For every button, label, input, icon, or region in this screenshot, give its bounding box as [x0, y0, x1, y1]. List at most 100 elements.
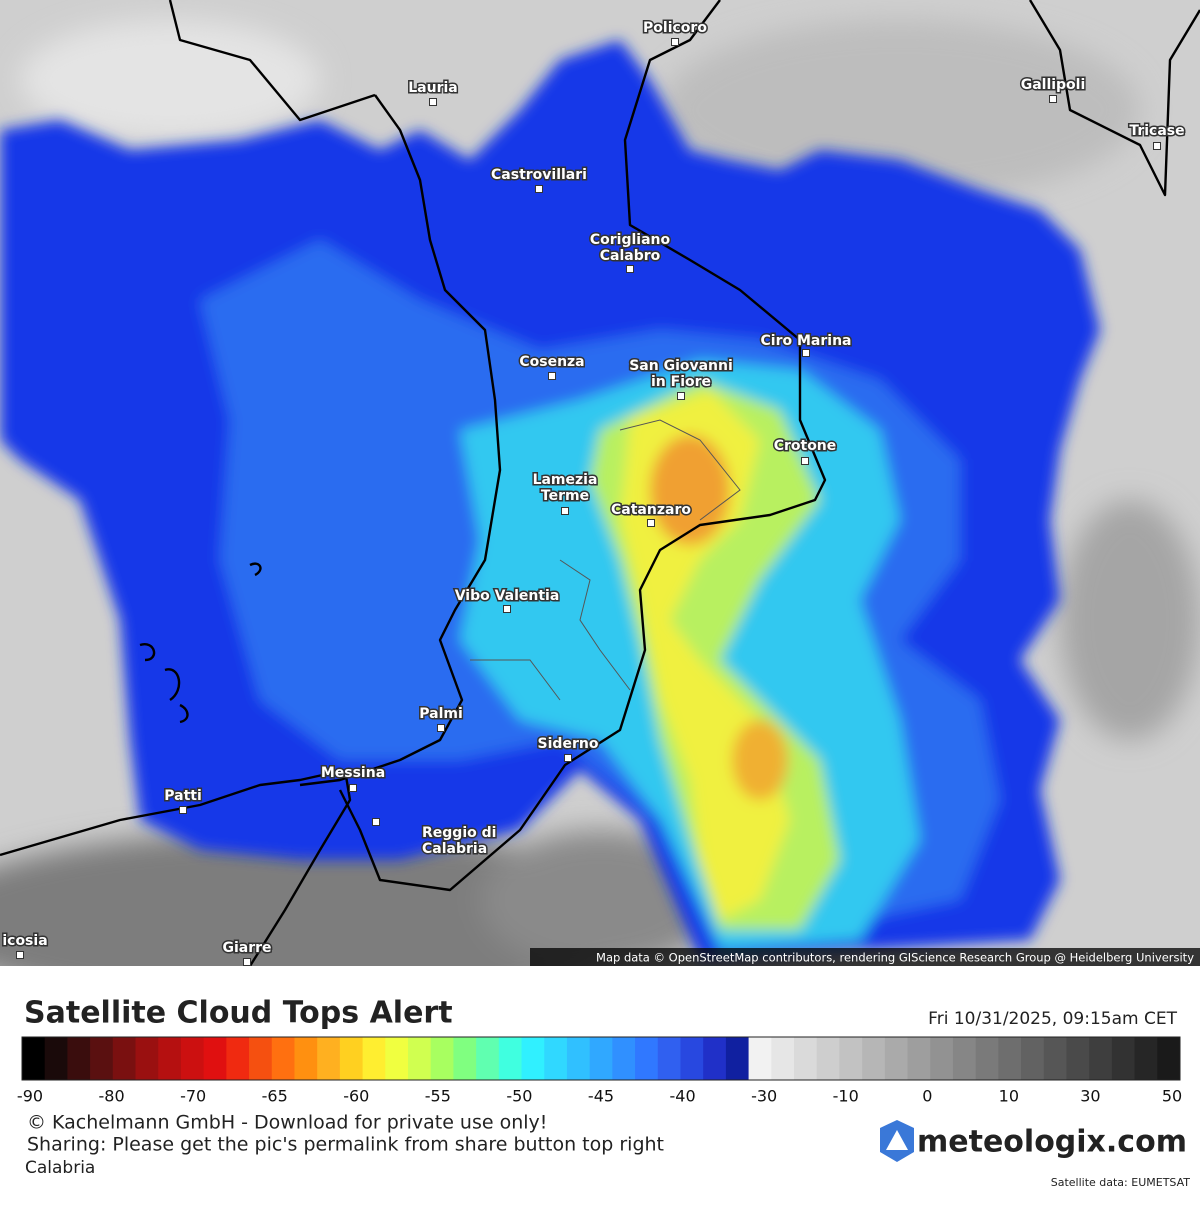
colorbar-cell [930, 1037, 954, 1080]
colorbar-cell [884, 1037, 909, 1080]
colorbar-cell [498, 1037, 523, 1080]
colorbar-cell [317, 1037, 341, 1080]
city-marker [677, 392, 685, 400]
city-label: Crotone [774, 438, 837, 454]
colorbar-cell [158, 1037, 182, 1080]
colorbar-cell [680, 1037, 704, 1080]
brand: meteologix.com [917, 1125, 1187, 1160]
colorbar-cell [1021, 1037, 1045, 1080]
attribution: Map data © OpenStreetMap contributors, r… [596, 951, 1194, 965]
city-marker [179, 806, 187, 814]
city-marker [429, 98, 437, 106]
city-label: Lamezia [533, 472, 598, 488]
city-label: Castrovillari [491, 167, 587, 183]
colorbar-cell [589, 1037, 613, 1080]
colorbar-tick-label: -10 [833, 1087, 859, 1106]
colorbar-tick-label: 50 [1162, 1087, 1182, 1106]
city-label: Palmi [419, 706, 463, 722]
copyright: © Kachelmann GmbH - Download for private… [27, 1112, 547, 1134]
colorbar-cell [112, 1037, 137, 1080]
colorbar-cell [1043, 1037, 1067, 1080]
city-marker [16, 951, 24, 959]
map-background [0, 0, 1200, 1010]
city-labels: Policoro Lauria Gallipoli Tricase Castrovill… [1, 19, 1186, 966]
colorbar-tick-label: -65 [262, 1087, 288, 1106]
city-label: Reggio di [422, 825, 496, 841]
colorbar-cell [362, 1037, 386, 1080]
colorbar-cell [907, 1037, 931, 1080]
city-label: Ciro Marina [761, 333, 852, 349]
colorbar-cell [635, 1037, 659, 1080]
colorbar-cell [566, 1037, 591, 1080]
colorbar-cell [748, 1037, 772, 1080]
city-label: Cosenza [519, 354, 584, 370]
colorbar-tick-label: -80 [99, 1087, 125, 1106]
colorbar-cell [180, 1037, 205, 1080]
data-source: Satellite data: EUMETSAT [1051, 1176, 1191, 1189]
colorbar-cell [794, 1037, 818, 1080]
city-label: Corigliano [590, 232, 671, 248]
city-label: Lauria [408, 80, 458, 96]
city-marker [801, 457, 809, 465]
colorbar-cell [226, 1037, 250, 1080]
sharing-note: Sharing: Please get the pic's permalink … [27, 1134, 664, 1156]
colorbar-cell [612, 1037, 636, 1080]
colorbar-cell [725, 1037, 750, 1080]
colorbar-cell [339, 1037, 364, 1080]
colorbar-cell [657, 1037, 681, 1080]
city-label: Calabria [422, 841, 487, 857]
city-label: Giarre [222, 940, 271, 956]
colorbar-cell [771, 1037, 795, 1080]
city-marker [372, 818, 380, 826]
city-marker [548, 372, 556, 380]
city-marker [503, 605, 511, 613]
colorbar-cell [1111, 1037, 1136, 1080]
city-label: Calabro [600, 248, 661, 264]
colorbar-cell [521, 1037, 545, 1080]
colorbar-tick-label: -30 [751, 1087, 777, 1106]
colorbar-tick-label: -45 [588, 1087, 614, 1106]
colorbar-cell [862, 1037, 886, 1080]
city-marker [243, 958, 251, 966]
colorbar-cell [271, 1037, 295, 1080]
colorbar-cell [249, 1037, 273, 1080]
colorbar-cell [135, 1037, 159, 1080]
colorbar-cell [544, 1037, 568, 1080]
colorbar-tick-label: 30 [1080, 1087, 1100, 1106]
colorbar-cell [22, 1037, 46, 1080]
city-label: Messina [321, 765, 385, 781]
city-marker [647, 519, 655, 527]
colorbar-tick-label: 0 [922, 1087, 932, 1106]
colorbar-cell [1134, 1037, 1158, 1080]
colorbar-cell [44, 1037, 68, 1080]
brand-logo [880, 1120, 914, 1162]
city-marker [626, 265, 634, 273]
colorbar-cell [430, 1037, 454, 1080]
colorbar-tick-label: -55 [425, 1087, 451, 1106]
city-label: in Fiore [651, 374, 711, 390]
city-marker [802, 349, 810, 357]
city-label: Tricase [1129, 123, 1184, 139]
colorbar-tick-label: -50 [506, 1087, 532, 1106]
city-label: Policoro [643, 20, 707, 36]
colorbar-tick-label: -60 [343, 1087, 369, 1106]
legend-title: Satellite Cloud Tops Alert [24, 996, 453, 1031]
city-label: Siderno [538, 736, 599, 752]
city-label: Vibo Valentia [455, 588, 560, 604]
city-marker [349, 784, 357, 792]
colorbar-cell [975, 1037, 999, 1080]
region: Calabria [25, 1158, 95, 1178]
colorbar-cell [453, 1037, 477, 1080]
colorbar-cell [294, 1037, 318, 1080]
city-marker [1049, 95, 1057, 103]
city-marker [437, 724, 445, 732]
colorbar-cell [203, 1037, 227, 1080]
colorbar-cell [385, 1037, 409, 1080]
coastlines [0, 0, 1200, 967]
colorbar-cell [703, 1037, 727, 1080]
attribution-bg [530, 948, 1200, 966]
city-label: Patti [164, 788, 202, 804]
colorbar-tick-label: -40 [670, 1087, 696, 1106]
